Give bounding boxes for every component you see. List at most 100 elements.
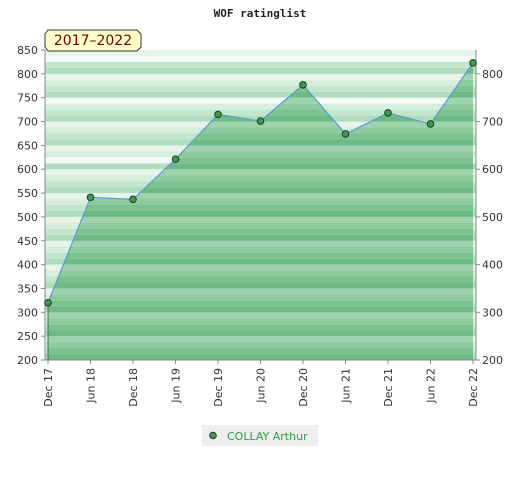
y-left-tick-label: 400: [17, 259, 38, 272]
x-tick-label: Dec 21: [382, 368, 395, 407]
data-point: [426, 120, 435, 128]
y-left-tick-label: 350: [17, 282, 38, 295]
y-right-tick-label: 700: [482, 116, 503, 129]
data-point: [299, 81, 307, 89]
y-left-tick-label: 700: [17, 116, 38, 129]
area-band: [48, 187, 473, 194]
data-point: [86, 193, 95, 202]
area-band: [48, 163, 473, 170]
x-tick-label: Dec 20: [297, 368, 310, 407]
area-band: [48, 342, 473, 349]
bg-band: [45, 109, 476, 116]
area-band: [48, 199, 473, 205]
y-left-tick-label: 200: [17, 354, 38, 367]
badge-shape: [44, 29, 142, 52]
data-point: [214, 110, 222, 119]
data-point: [44, 298, 52, 307]
y-left-tick-label: 750: [17, 92, 38, 105]
area-band: [48, 151, 473, 158]
y-left-tick-label: 300: [17, 306, 38, 319]
area-band: [48, 336, 473, 343]
x-tick-label: Dec 17: [42, 368, 55, 407]
area-band: [48, 210, 473, 217]
x-tick-label: Dec 18: [127, 368, 140, 407]
area-band: [48, 139, 473, 146]
area-band: [48, 324, 473, 331]
area-band: [48, 294, 473, 301]
area-band: [48, 181, 473, 188]
data-point: [341, 130, 350, 138]
x-tick-label: Jun 18: [85, 368, 98, 404]
y-right-tick-label: 600: [482, 163, 503, 176]
bg-band: [45, 61, 476, 68]
area-band: [48, 282, 473, 289]
bg-band: [45, 73, 476, 80]
area-band: [48, 228, 473, 235]
area-band: [48, 264, 473, 271]
bg-band-light: [45, 55, 476, 62]
area-band: [48, 306, 473, 313]
y-left-tick-label: 450: [17, 235, 38, 248]
area-band: [48, 234, 473, 241]
area-band: [48, 330, 473, 337]
y-left-tick-label: 550: [17, 187, 38, 200]
legend-box: [202, 425, 318, 446]
y-right-tick-label: 800: [482, 68, 503, 81]
x-tick-label: Jun 19: [170, 368, 183, 404]
area-band: [48, 193, 473, 200]
area-band: [48, 240, 473, 247]
y-left-tick-label: 650: [17, 139, 38, 152]
legend-label: COLLAY Arthur: [227, 430, 308, 443]
y-left-tick-label: 800: [17, 68, 38, 81]
bg-band: [45, 85, 476, 92]
y-left-tick-label: 850: [17, 44, 38, 57]
bg-band: [45, 50, 476, 56]
data-points: [44, 59, 477, 307]
y-right-tick-label: 300: [482, 306, 503, 319]
y-axis-left: 200 250 300 350 400 450 500 550 600 650 700 750 800 8…: [17, 44, 45, 367]
y-left-tick-label: 600: [17, 163, 38, 176]
data-point: [129, 195, 137, 204]
bg-band: [45, 91, 476, 98]
bg-band: [45, 79, 476, 86]
x-tick-label: Jun 21: [340, 368, 353, 404]
area-band: [48, 354, 473, 360]
area-band: [48, 175, 473, 182]
y-axis-right: 200 300 400 500 600 700 800: [476, 68, 503, 367]
area-band: [48, 145, 473, 152]
area-band: [48, 133, 473, 140]
area-band: [48, 300, 473, 307]
area-band: [48, 318, 473, 325]
area-band: [48, 276, 473, 283]
x-tick-label: Dec 22: [467, 368, 480, 407]
x-tick-label: Jun 20: [255, 368, 268, 404]
bg-band-light: [45, 97, 476, 104]
legend: COLLAY Arthur: [202, 425, 318, 446]
area-band: [48, 216, 473, 223]
area-band: [48, 258, 473, 265]
area-band: [48, 169, 473, 176]
area-band: [48, 270, 473, 277]
period-badge: 2017–2022: [44, 29, 142, 52]
x-tick-label: Dec 19: [212, 368, 225, 407]
data-point: [469, 59, 477, 67]
data-point: [256, 117, 265, 125]
area-band: [48, 157, 473, 164]
y-right-tick-label: 200: [482, 354, 503, 367]
area-band: [48, 205, 473, 211]
x-axis: Dec 17 Jun 18 Dec 18 Jun 19 Dec 19 Jun 20 Dec …: [42, 360, 480, 407]
area-band: [48, 312, 473, 319]
y-right-tick-label: 500: [482, 211, 503, 224]
legend-marker: [209, 431, 217, 440]
area-band: [48, 252, 473, 259]
area-band: [48, 288, 473, 295]
area-band: [48, 246, 473, 253]
y-left-tick-label: 500: [17, 211, 38, 224]
chart-title: WOF ratinglist: [214, 7, 307, 20]
bg-band: [45, 67, 476, 74]
x-tick-label: Jun 22: [425, 368, 438, 404]
area-band: [48, 127, 473, 134]
area-band: [48, 348, 473, 355]
bg-band: [45, 103, 476, 110]
